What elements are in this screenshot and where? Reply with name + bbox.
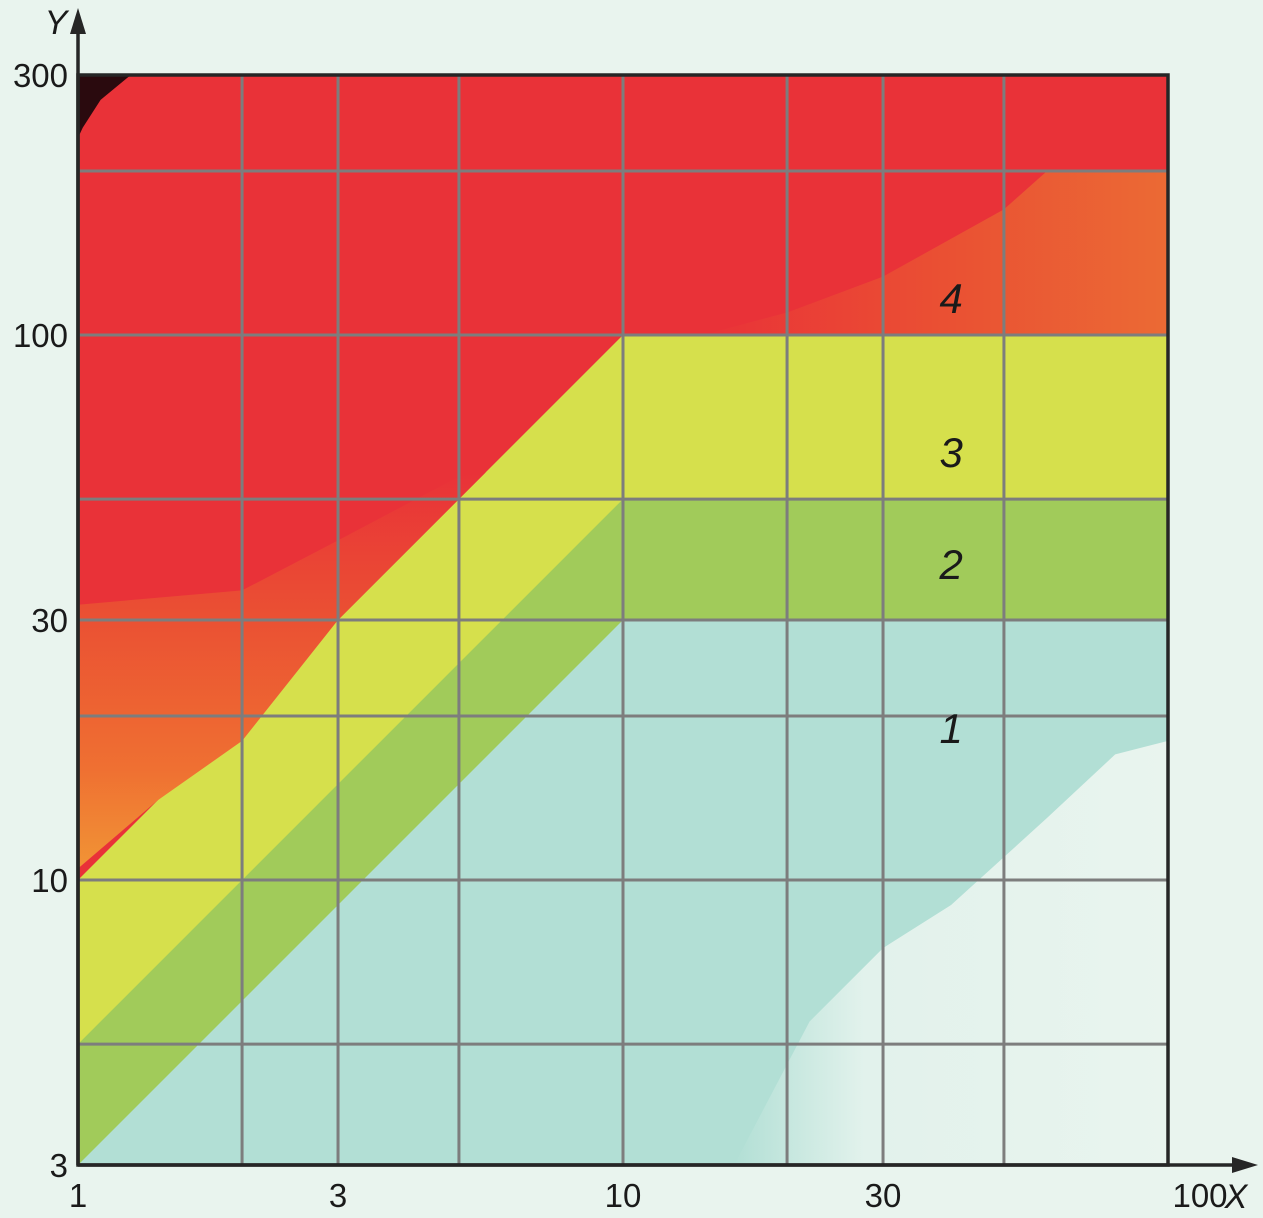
grid-lines — [78, 75, 1168, 1165]
x-tick-label: 10 — [605, 1177, 642, 1214]
y-tick-label: 30 — [31, 602, 68, 639]
zone-4-label: 4 — [939, 275, 962, 322]
zone-1-pale-area — [734, 740, 1168, 1165]
zone-4-orange-band — [78, 472, 486, 869]
axes: XY — [45, 4, 1258, 1216]
x-tick-label: 30 — [865, 1177, 902, 1214]
x-tick-label: 3 — [329, 1177, 347, 1214]
y-tick-label: 100 — [13, 317, 68, 354]
y-axis-arrow — [70, 8, 86, 34]
zone-labels: 1 2 3 4 — [938, 275, 962, 752]
y-tick-label: 10 — [31, 862, 68, 899]
x-axis-arrow — [1232, 1157, 1258, 1173]
y-tick-label: 3 — [50, 1147, 68, 1184]
zone-2-label: 2 — [938, 541, 962, 588]
y-tick-label: 300 — [13, 57, 68, 94]
y-axis-label: Y — [45, 4, 70, 42]
x-axis-label: X — [1224, 1178, 1249, 1216]
zone-1-label: 1 — [939, 705, 962, 752]
zone-4-dark-corner — [78, 75, 131, 138]
x-tick-label: 1 — [69, 1177, 87, 1214]
zone-4-orange-upper-right — [702, 171, 1168, 335]
x-tick-label: 100 — [1172, 1177, 1227, 1214]
zone-3-label: 3 — [939, 429, 962, 476]
